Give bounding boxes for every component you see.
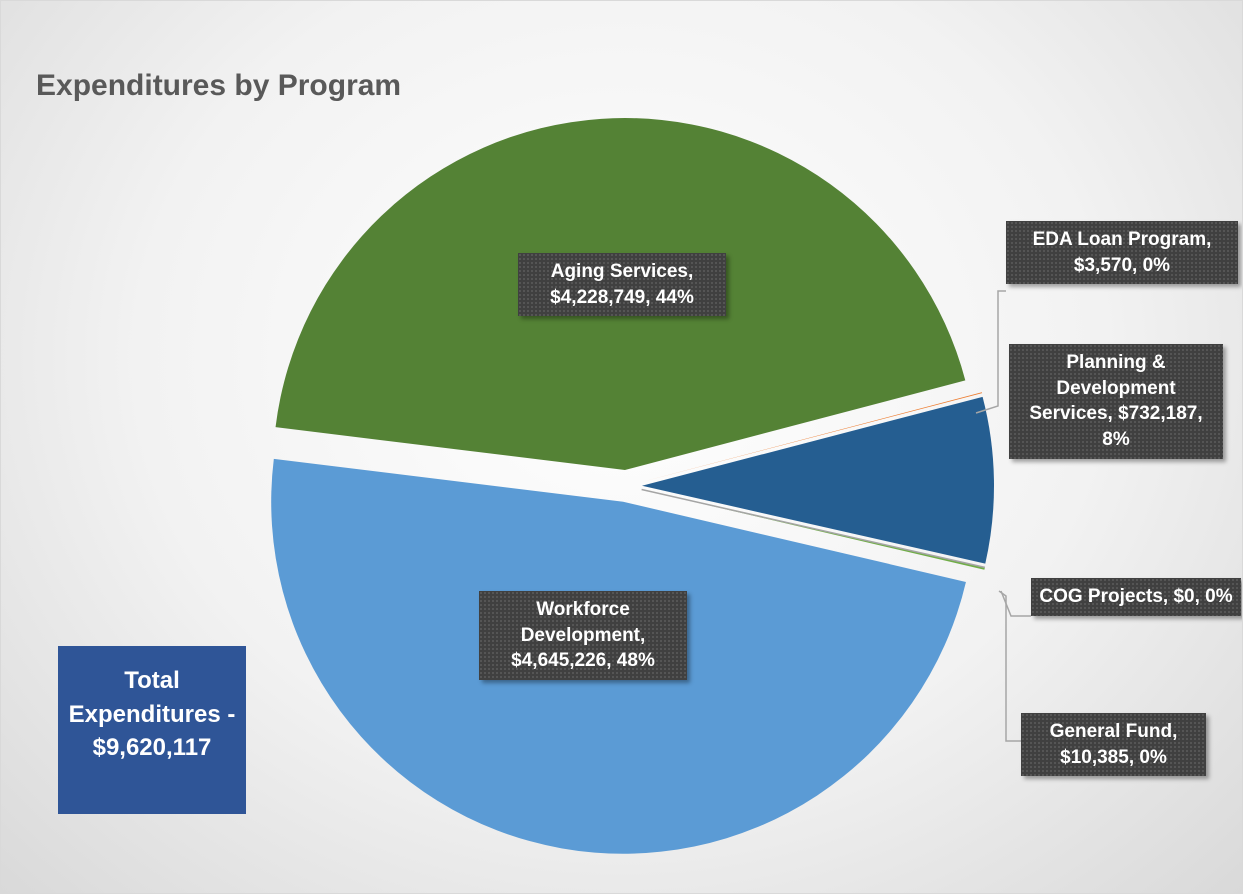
- pie-slice: [641, 392, 983, 482]
- data-label: COG Projects, $0, 0%: [1031, 578, 1241, 616]
- data-label: Aging Services, $4,228,749, 44%: [518, 253, 726, 317]
- data-label: Planning & Development Services, $732,18…: [1009, 344, 1223, 459]
- data-label: EDA Loan Program, $3,570, 0%: [1006, 221, 1238, 285]
- leader-line: [998, 590, 1021, 742]
- pie-slice: [641, 396, 994, 564]
- data-label: Workforce Development, $4,645,226, 48%: [479, 591, 687, 680]
- leader-line: [975, 290, 1006, 414]
- pie-slice: [641, 488, 986, 569]
- total-annotation: Total Expenditures - $9,620,117: [58, 646, 246, 814]
- leader-lines: [975, 290, 1031, 742]
- data-label: General Fund, $10,385, 0%: [1021, 713, 1206, 777]
- chart-title: Expenditures by Program: [36, 69, 402, 102]
- leader-line: [1000, 590, 1031, 617]
